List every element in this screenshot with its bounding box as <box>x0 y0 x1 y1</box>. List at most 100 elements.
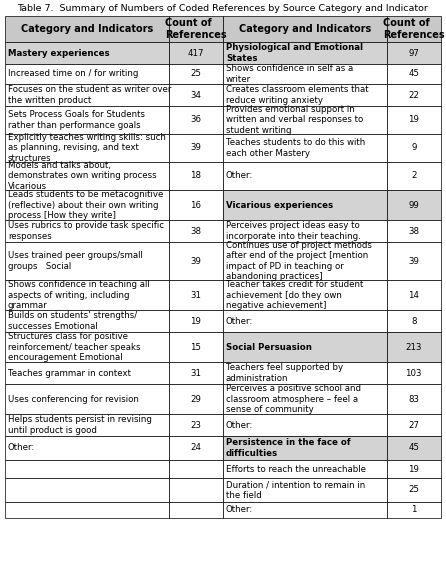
Text: 2: 2 <box>411 171 417 181</box>
Text: Models and talks about,
demonstrates own writing process
Vicarious: Models and talks about, demonstrates own… <box>8 161 157 191</box>
Text: Other:: Other: <box>226 420 253 430</box>
Text: 31: 31 <box>190 368 201 378</box>
Text: Provides emotional support in
written and verbal responses to
student writing: Provides emotional support in written an… <box>226 105 363 135</box>
Text: Teacher takes credit for student
achievement [do they own
negative achievement]: Teacher takes credit for student achieve… <box>226 280 363 310</box>
Bar <box>169 414 223 436</box>
Bar <box>387 16 441 42</box>
Text: 29: 29 <box>190 394 201 404</box>
Text: Other:: Other: <box>8 444 35 453</box>
Bar <box>387 362 441 384</box>
Text: 1: 1 <box>411 505 417 515</box>
Text: Explicitly teaches writing skills: such
as planning, revising, and text
structur: Explicitly teaches writing skills: such … <box>8 133 166 163</box>
Bar <box>5 106 169 134</box>
Text: 14: 14 <box>408 291 419 299</box>
Bar <box>223 460 387 478</box>
Bar <box>223 220 387 242</box>
Text: Other:: Other: <box>226 317 253 325</box>
Bar <box>387 220 441 242</box>
Text: 45: 45 <box>408 69 419 79</box>
Text: Social Persuasion: Social Persuasion <box>226 343 312 351</box>
Text: Uses rubrics to provide task specific
responses: Uses rubrics to provide task specific re… <box>8 221 164 241</box>
Text: Leads students to be metacognitive
(reflective) about their own writing
process : Leads students to be metacognitive (refl… <box>8 190 163 220</box>
Bar <box>223 502 387 518</box>
Bar <box>5 242 169 280</box>
Text: 39: 39 <box>408 256 419 266</box>
Text: Perceives project ideas easy to
incorporate into their teaching.: Perceives project ideas easy to incorpor… <box>226 221 361 241</box>
Bar <box>169 162 223 190</box>
Text: Persistence in the face of
difficulties: Persistence in the face of difficulties <box>226 438 351 458</box>
Bar <box>169 460 223 478</box>
Text: 97: 97 <box>408 49 419 57</box>
Text: Count of
References: Count of References <box>165 18 227 40</box>
Bar <box>169 332 223 362</box>
Bar <box>5 362 169 384</box>
Bar <box>5 134 169 162</box>
Bar <box>169 362 223 384</box>
Bar <box>169 84 223 106</box>
Text: Increased time on / for writing: Increased time on / for writing <box>8 69 138 79</box>
Text: Continues use of project methods
after end of the project [mention
impact of PD : Continues use of project methods after e… <box>226 241 372 281</box>
Text: 27: 27 <box>408 420 419 430</box>
Bar <box>169 436 223 460</box>
Bar <box>5 42 169 64</box>
Bar <box>169 64 223 84</box>
Bar <box>5 84 169 106</box>
Text: Uses trained peer groups/small
groups   Social: Uses trained peer groups/small groups So… <box>8 251 143 271</box>
Bar <box>223 242 387 280</box>
Bar <box>223 106 387 134</box>
Bar <box>5 16 169 42</box>
Text: 16: 16 <box>190 200 201 210</box>
Bar <box>387 332 441 362</box>
Bar <box>5 64 169 84</box>
Bar <box>223 478 387 502</box>
Text: Uses conferencing for revision: Uses conferencing for revision <box>8 394 139 404</box>
Bar <box>5 220 169 242</box>
Text: Focuses on the student as writer over
the written product: Focuses on the student as writer over th… <box>8 85 171 105</box>
Bar <box>387 64 441 84</box>
Text: Vicarious experiences: Vicarious experiences <box>226 200 333 210</box>
Text: Duration / intention to remain in
the field: Duration / intention to remain in the fi… <box>226 481 365 500</box>
Bar <box>387 134 441 162</box>
Text: 213: 213 <box>405 343 422 351</box>
Bar <box>387 106 441 134</box>
Text: Shows confidence in teaching all
aspects of writing, including
grammar: Shows confidence in teaching all aspects… <box>8 280 150 310</box>
Bar <box>387 478 441 502</box>
Text: Efforts to reach the unreachable: Efforts to reach the unreachable <box>226 464 366 474</box>
Text: 417: 417 <box>187 49 204 57</box>
Bar <box>223 64 387 84</box>
Text: Builds on students' strengths/
successes Emotional: Builds on students' strengths/ successes… <box>8 312 137 331</box>
Bar <box>5 162 169 190</box>
Bar <box>387 242 441 280</box>
Bar <box>387 42 441 64</box>
Text: 38: 38 <box>408 226 419 236</box>
Bar <box>223 332 387 362</box>
Text: 38: 38 <box>190 226 201 236</box>
Bar <box>5 502 169 518</box>
Bar <box>169 190 223 220</box>
Bar <box>387 384 441 414</box>
Text: Category and Indicators: Category and Indicators <box>239 24 371 34</box>
Bar <box>387 84 441 106</box>
Text: 83: 83 <box>408 394 419 404</box>
Text: 18: 18 <box>190 171 201 181</box>
Bar <box>223 280 387 310</box>
Bar <box>169 220 223 242</box>
Bar <box>387 280 441 310</box>
Bar <box>5 460 169 478</box>
Text: 36: 36 <box>190 115 201 124</box>
Bar <box>5 190 169 220</box>
Bar <box>223 362 387 384</box>
Text: 8: 8 <box>411 317 417 325</box>
Text: 39: 39 <box>190 256 201 266</box>
Text: Other:: Other: <box>226 505 253 515</box>
Bar <box>387 162 441 190</box>
Bar <box>5 310 169 332</box>
Bar <box>169 16 223 42</box>
Text: 31: 31 <box>190 291 201 299</box>
Bar <box>387 414 441 436</box>
Text: Perceives a positive school and
classroom atmosphere – feel a
sense of community: Perceives a positive school and classroo… <box>226 384 361 414</box>
Text: Creates classroom elements that
reduce writing anxiety: Creates classroom elements that reduce w… <box>226 85 369 105</box>
Bar <box>5 436 169 460</box>
Bar <box>223 162 387 190</box>
Bar <box>223 310 387 332</box>
